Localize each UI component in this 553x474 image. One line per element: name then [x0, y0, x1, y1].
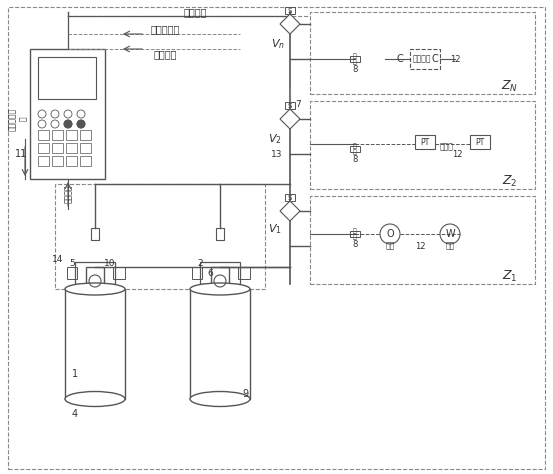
Text: 9: 9 — [242, 389, 248, 399]
Text: 监视报警功
能: 监视报警功 能 — [8, 108, 28, 130]
Text: 喷
头: 喷 头 — [353, 228, 357, 240]
Ellipse shape — [65, 392, 125, 407]
Bar — [350, 56, 360, 62]
Text: 热电偶: 热电偶 — [440, 143, 454, 152]
Bar — [350, 146, 360, 152]
Bar — [52, 130, 63, 140]
Circle shape — [77, 120, 85, 128]
Bar — [238, 267, 250, 279]
Bar — [55, 184, 265, 289]
Text: 13: 13 — [270, 149, 282, 158]
Text: O: O — [386, 229, 394, 239]
Bar — [80, 143, 91, 153]
Bar — [285, 194, 295, 201]
Bar — [80, 156, 91, 166]
Text: C: C — [397, 54, 403, 64]
Text: 系统供电: 系统供电 — [64, 185, 72, 203]
Text: 8: 8 — [352, 64, 358, 73]
Bar — [470, 135, 490, 149]
Bar — [66, 130, 77, 140]
Text: PT: PT — [420, 137, 430, 146]
Bar — [75, 262, 115, 284]
Bar — [285, 102, 295, 109]
Bar — [192, 267, 202, 279]
Bar — [415, 135, 435, 149]
Text: 气体: 气体 — [385, 241, 395, 250]
Text: $V_2$: $V_2$ — [268, 132, 282, 146]
Text: $Z_1$: $Z_1$ — [502, 268, 518, 283]
Text: 6: 6 — [207, 270, 213, 279]
Text: 1: 1 — [72, 369, 78, 379]
Polygon shape — [280, 14, 300, 34]
Text: 喷
头: 喷 头 — [353, 53, 357, 65]
Bar — [91, 228, 99, 240]
Bar — [30, 49, 105, 179]
Text: S: S — [288, 102, 292, 109]
Text: $Z_2$: $Z_2$ — [502, 173, 518, 189]
Bar — [310, 12, 535, 94]
Bar — [216, 228, 224, 240]
Bar — [80, 130, 91, 140]
Text: $Z_N$: $Z_N$ — [502, 79, 519, 93]
Text: 设备信号: 设备信号 — [153, 49, 177, 59]
Bar — [38, 143, 49, 153]
Text: W: W — [445, 229, 455, 239]
Bar — [86, 267, 104, 289]
Text: 12: 12 — [415, 241, 425, 250]
Bar — [52, 156, 63, 166]
Bar — [67, 267, 77, 279]
Text: 温感: 温感 — [445, 241, 455, 250]
Bar — [38, 156, 49, 166]
Text: PT: PT — [476, 137, 484, 146]
Bar — [66, 156, 77, 166]
Text: S: S — [288, 194, 292, 201]
Text: 8: 8 — [352, 239, 358, 248]
Bar — [38, 130, 49, 140]
Ellipse shape — [190, 283, 250, 295]
Bar — [52, 143, 63, 153]
Bar — [285, 7, 295, 14]
Bar — [200, 262, 240, 284]
Text: 探测信号: 探测信号 — [183, 7, 207, 17]
Bar — [211, 267, 229, 289]
Text: C: C — [432, 54, 439, 64]
Ellipse shape — [65, 283, 125, 295]
Text: 12: 12 — [452, 149, 462, 158]
Polygon shape — [280, 201, 300, 221]
Bar — [350, 231, 360, 237]
Text: 喷
头: 喷 头 — [353, 143, 357, 155]
Text: 8: 8 — [352, 155, 358, 164]
Bar — [310, 101, 535, 189]
Text: S: S — [288, 8, 292, 13]
Text: 10: 10 — [105, 259, 116, 268]
Text: 2: 2 — [197, 259, 203, 268]
Polygon shape — [280, 109, 300, 129]
Bar — [66, 143, 77, 153]
Text: 保护区信号: 保护区信号 — [150, 24, 180, 34]
Ellipse shape — [190, 392, 250, 407]
Bar — [113, 267, 125, 279]
Bar — [190, 289, 250, 399]
Text: 5: 5 — [69, 259, 75, 268]
Text: 4: 4 — [72, 409, 78, 419]
Text: 12: 12 — [450, 55, 460, 64]
Text: 7: 7 — [295, 100, 301, 109]
Bar — [65, 289, 125, 399]
Text: $V_n$: $V_n$ — [271, 37, 285, 51]
Text: $V_1$: $V_1$ — [268, 222, 282, 236]
Text: 14: 14 — [53, 255, 64, 264]
Bar — [310, 196, 535, 284]
Text: 感温电缆: 感温电缆 — [413, 55, 431, 64]
Text: 11: 11 — [15, 149, 27, 159]
Bar — [410, 49, 440, 69]
Circle shape — [64, 120, 72, 128]
Bar — [38, 57, 96, 99]
